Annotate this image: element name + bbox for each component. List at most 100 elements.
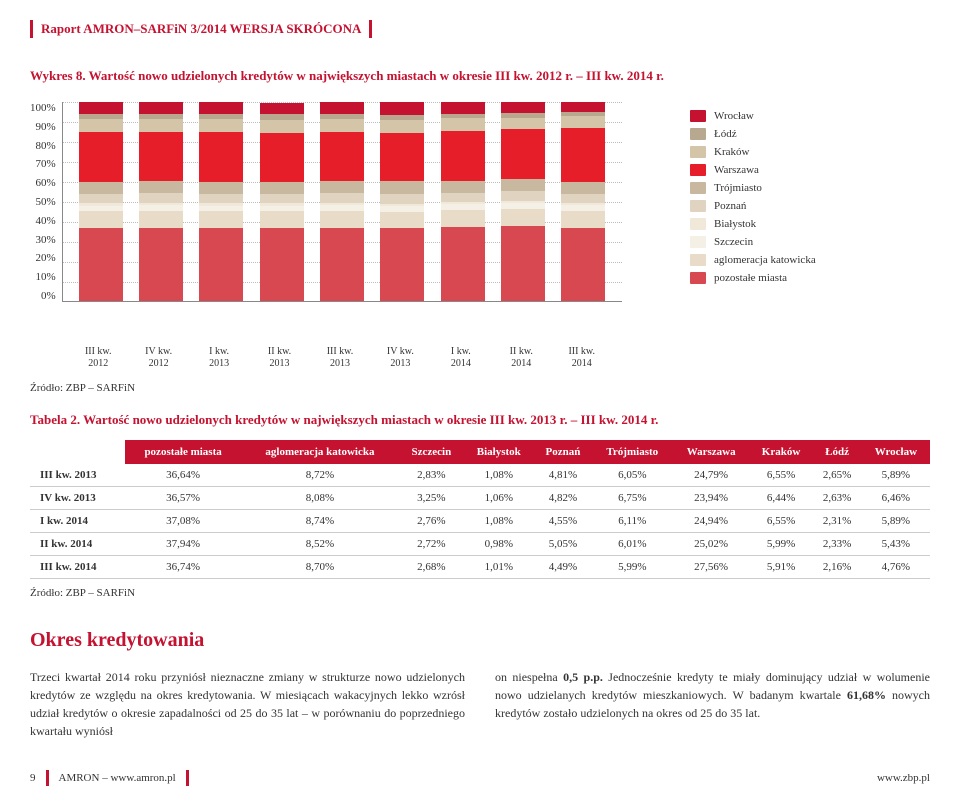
table-cell: 36,57% xyxy=(125,487,240,510)
table-header-cell: Łódź xyxy=(813,440,862,464)
table-header-row: pozostałe miastaaglomeracja katowickaSzc… xyxy=(30,440,930,464)
bar-segment xyxy=(139,132,183,181)
legend-item: Kraków xyxy=(690,146,816,158)
bar-segment xyxy=(380,133,424,181)
body-text: on niespełna xyxy=(495,670,563,684)
legend-swatch xyxy=(690,218,706,230)
bar-segment xyxy=(441,181,485,193)
ytick-label: 60% xyxy=(30,177,56,189)
report-header: Raport AMRON–SARFiN 3/2014 WERSJA SKRÓCO… xyxy=(30,20,930,38)
body-col-right: on niespełna 0,5 p.p. Jednocześnie kredy… xyxy=(495,668,930,740)
bar-segment xyxy=(79,132,123,181)
report-title: Raport AMRON–SARFiN 3/2014 WERSJA SKRÓCO… xyxy=(41,21,361,37)
bar-segment xyxy=(320,193,364,203)
xtick-label: III kw. 2013 xyxy=(318,346,362,370)
table-cell: 6,05% xyxy=(592,464,673,487)
bar-segment xyxy=(199,182,243,194)
bar-segment xyxy=(260,194,304,204)
page-footer: 9 AMRON – www.amron.pl www.zbp.pl xyxy=(30,770,930,786)
table-header-cell: Warszawa xyxy=(673,440,750,464)
stacked-bar xyxy=(561,102,605,301)
bar-segment xyxy=(380,181,424,194)
table-row: IV kw. 201336,57%8,08%3,25%1,06%4,82%6,7… xyxy=(30,487,930,510)
table-cell: 5,91% xyxy=(750,556,813,579)
stacked-bar xyxy=(380,102,424,301)
table-cell: 6,75% xyxy=(592,487,673,510)
table-cell: 4,76% xyxy=(862,556,930,579)
legend-item: Warszawa xyxy=(690,164,816,176)
table-cell: 8,08% xyxy=(241,487,399,510)
chart-xaxis: III kw. 2012IV kw. 2012I kw. 2013II kw. … xyxy=(60,346,620,370)
bar-segment xyxy=(441,210,485,227)
header-accent-end xyxy=(369,20,372,38)
legend-label: Szczecin xyxy=(714,236,753,248)
bar-segment xyxy=(139,181,183,193)
table-cell: 1,01% xyxy=(464,556,534,579)
chart-plot-wrap: 100%90%80%70%60%50%40%30%20%10%0% III kw… xyxy=(30,102,650,370)
xtick-label: IV kw. 2012 xyxy=(137,346,181,370)
legend-swatch xyxy=(690,182,706,194)
bar-segment xyxy=(501,102,545,113)
bar-segment xyxy=(561,116,605,128)
chart-plot: 100%90%80%70%60%50%40%30%20%10%0% xyxy=(30,102,650,342)
legend-label: aglomeracja katowicka xyxy=(714,254,816,266)
bar-segment xyxy=(199,132,243,181)
body-bold: 61,68% xyxy=(847,688,886,702)
bars-container xyxy=(63,102,622,301)
xtick-label: II kw. 2013 xyxy=(258,346,302,370)
legend-item: aglomeracja katowicka xyxy=(690,254,816,266)
table-cell: 6,01% xyxy=(592,533,673,556)
table-cell: 4,49% xyxy=(534,556,592,579)
header-accent xyxy=(30,20,33,38)
table-cell: 5,89% xyxy=(862,510,930,533)
legend-swatch xyxy=(690,272,706,284)
legend-swatch xyxy=(690,164,706,176)
legend-swatch xyxy=(690,128,706,140)
legend-item: Łódź xyxy=(690,128,816,140)
bar-segment xyxy=(561,182,605,194)
bar-segment xyxy=(79,182,123,194)
table-cell: 2,33% xyxy=(813,533,862,556)
bar-segment xyxy=(380,194,424,204)
stacked-bar xyxy=(79,102,123,301)
bar-segment xyxy=(320,119,364,132)
table-cell: 36,64% xyxy=(125,464,240,487)
bar-segment xyxy=(561,102,605,111)
table-cell: III kw. 2013 xyxy=(30,464,125,487)
table-cell: 2,63% xyxy=(813,487,862,510)
bar-segment xyxy=(501,179,545,191)
table-body: III kw. 201336,64%8,72%2,83%1,08%4,81%6,… xyxy=(30,464,930,579)
ytick-label: 80% xyxy=(30,140,56,152)
stacked-bar xyxy=(260,102,304,301)
table-cell: 27,56% xyxy=(673,556,750,579)
table-cell: 36,74% xyxy=(125,556,240,579)
bar-segment xyxy=(79,102,123,114)
legend-swatch xyxy=(690,146,706,158)
legend-item: pozostałe miasta xyxy=(690,272,816,284)
table-cell: 24,94% xyxy=(673,510,750,533)
legend-label: Warszawa xyxy=(714,164,759,176)
bar-segment xyxy=(260,120,304,133)
bar-segment xyxy=(441,227,485,301)
body-columns: Trzeci kwartał 2014 roku przyniósł niezn… xyxy=(30,668,930,740)
table-cell: 8,72% xyxy=(241,464,399,487)
legend-item: Białystok xyxy=(690,218,816,230)
table-cell: 6,55% xyxy=(750,510,813,533)
table-cell: 2,68% xyxy=(399,556,464,579)
bar-segment xyxy=(199,211,243,228)
bar-segment xyxy=(380,212,424,228)
table-cell: 37,08% xyxy=(125,510,240,533)
table-cell: 6,46% xyxy=(862,487,930,510)
bar-segment xyxy=(380,228,424,301)
legend-item: Wrocław xyxy=(690,110,816,122)
section-heading: Okres kredytowania xyxy=(30,629,930,652)
legend-label: Łódź xyxy=(714,128,737,140)
bar-segment xyxy=(561,194,605,203)
footer-left: 9 AMRON – www.amron.pl xyxy=(30,770,189,786)
chart-plot-box xyxy=(62,102,622,302)
legend-swatch xyxy=(690,200,706,212)
ytick-label: 40% xyxy=(30,215,56,227)
bar-segment xyxy=(139,211,183,228)
bar-segment xyxy=(199,228,243,301)
xtick-label: II kw. 2014 xyxy=(499,346,543,370)
